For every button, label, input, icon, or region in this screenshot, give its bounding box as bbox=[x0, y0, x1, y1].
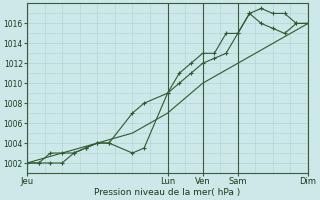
X-axis label: Pression niveau de la mer( hPa ): Pression niveau de la mer( hPa ) bbox=[94, 188, 241, 197]
